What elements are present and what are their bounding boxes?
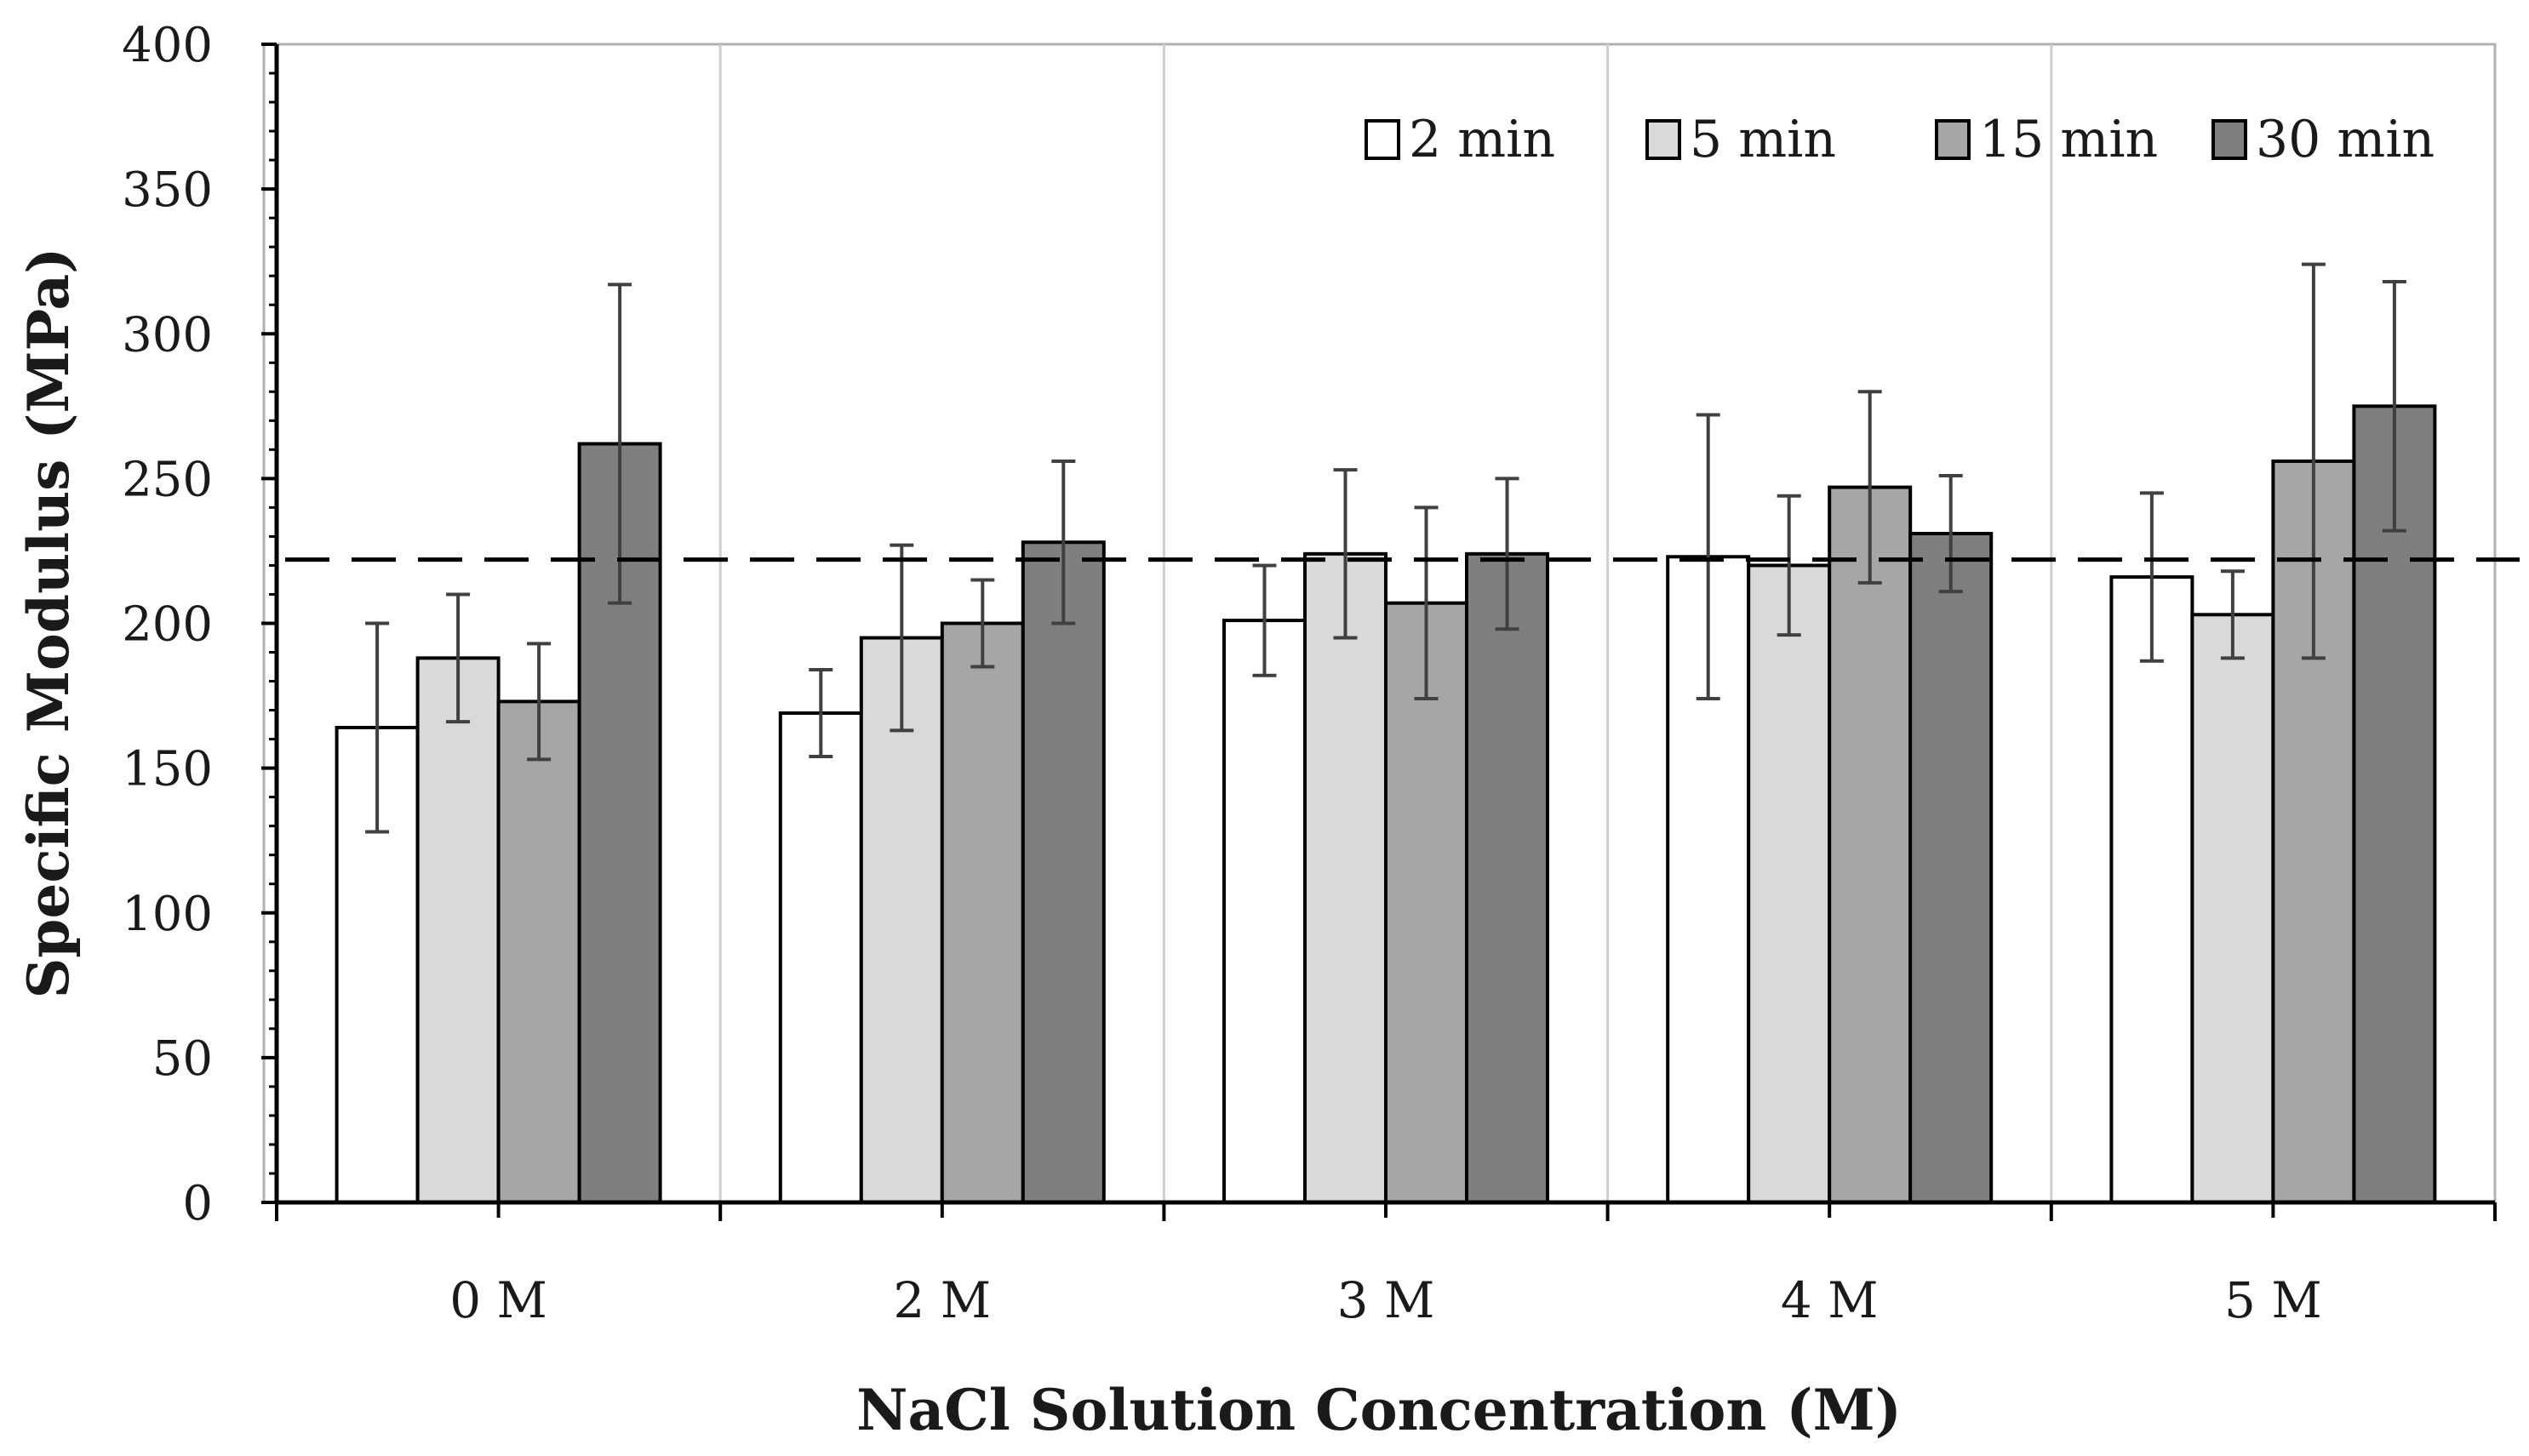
y-tick-label: 200 [122, 597, 213, 653]
bar-2-min-2M [778, 711, 863, 1204]
bar-5-min-3M [1303, 551, 1388, 1204]
y-tick-label: 400 [122, 18, 213, 73]
bar-30-min-4M [1908, 532, 1994, 1204]
x-category-label: 3 M [1337, 1271, 1435, 1329]
bar-15-min-2M [940, 621, 1025, 1204]
legend-label: 30 min [2256, 110, 2435, 169]
legend-label: 2 min [1409, 110, 1555, 169]
error-bars [365, 262, 2406, 834]
x-category-label: 5 M [2224, 1271, 2322, 1329]
bar-30-min-3M [1465, 551, 1549, 1204]
x-category-label: 0 M [449, 1271, 547, 1329]
x-category-label: 4 M [1781, 1271, 1879, 1329]
y-axis-title: Specific Modulus (MPa) [15, 248, 82, 999]
bar-2-min-5M [2109, 575, 2194, 1204]
y-tick-label: 50 [152, 1031, 213, 1087]
bar-5-min-0M [415, 656, 501, 1204]
bar-30-min-0M [577, 442, 662, 1204]
y-tick-label: 150 [122, 742, 213, 797]
bar-15-min-3M [1384, 601, 1468, 1204]
bar-15-min-0M [496, 699, 581, 1204]
y-tick-label: 350 [122, 163, 213, 218]
bar-5-min-4M [1747, 563, 1832, 1204]
bar-15-min-4M [1828, 485, 1913, 1204]
legend-swatch [1365, 119, 1400, 160]
bar-2-min-3M [1222, 619, 1307, 1204]
legend-label: 5 min [1690, 110, 1836, 169]
legend-swatch [1935, 119, 1971, 160]
y-tick-label: 250 [122, 452, 213, 507]
y-tick-label: 100 [122, 887, 213, 942]
legend-swatch [2211, 119, 2247, 160]
bar-30-min-2M [1021, 540, 1106, 1204]
legend-swatch [1645, 119, 1681, 160]
category-separators [718, 44, 2053, 1202]
legend-label: 15 min [1979, 110, 2158, 169]
x-category-label: 2 M [893, 1271, 991, 1329]
legend: 2 min 5 min 15 min 30 min [1365, 110, 2435, 169]
bar-5-min-5M [2190, 613, 2275, 1204]
x-axis-categories: 0 M 2 M 3 M 4 M 5 M [275, 1202, 2497, 1329]
y-axis-ticks: 0 50 100 150 200 250 300 350 400 [122, 18, 277, 1231]
y-tick-label: 0 [182, 1176, 213, 1231]
x-axis-title: NaCl Solution Concentration (M) [856, 1377, 1902, 1443]
y-tick-label: 300 [122, 307, 213, 363]
